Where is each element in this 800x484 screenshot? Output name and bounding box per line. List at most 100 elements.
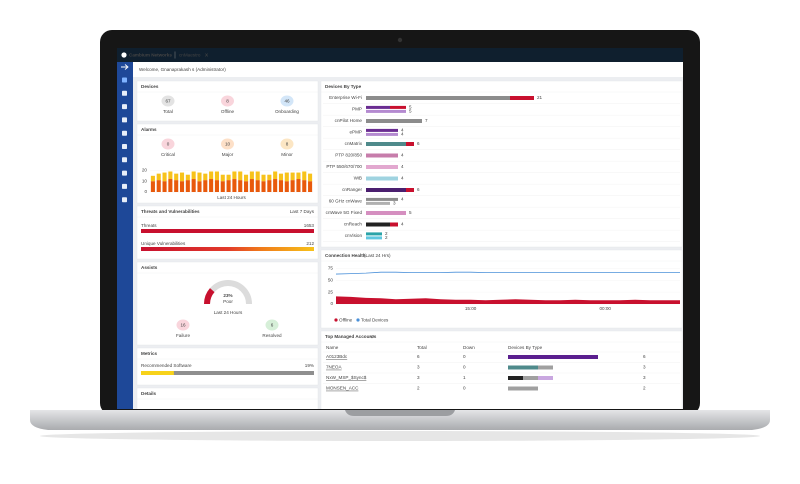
type-total: 4 <box>401 164 404 169</box>
account-bar <box>508 355 598 359</box>
stat-value: 16 <box>180 323 186 328</box>
panel <box>320 330 683 409</box>
account-total: 3 <box>417 365 420 370</box>
type-name: Enterprise Wi-Fi <box>329 95 362 100</box>
nav-icon[interactable] <box>122 117 127 123</box>
type-name: cnRanger <box>342 187 362 192</box>
account-bar <box>508 386 538 391</box>
stat-badge <box>161 138 175 150</box>
y-tick-label: 0 <box>330 301 333 306</box>
type-name: cnVision <box>345 233 363 238</box>
alarm-bar <box>290 180 295 192</box>
alarm-bar <box>267 180 272 192</box>
type-bar <box>366 201 390 205</box>
alarm-bar <box>273 179 278 192</box>
stat-label: Resolved <box>262 333 282 338</box>
nav-icon[interactable] <box>122 197 127 203</box>
nav-icon[interactable] <box>122 104 127 110</box>
type-bar <box>366 232 382 236</box>
nav-icon[interactable] <box>122 77 127 83</box>
stat-badge <box>221 138 234 150</box>
type-bar <box>510 96 534 100</box>
panel <box>320 249 683 329</box>
threat-value: 1653 <box>304 223 315 228</box>
account-total: 3 <box>417 375 420 380</box>
stat-label: Total <box>163 109 173 114</box>
alarm-bar <box>273 171 278 180</box>
type-bar <box>366 96 510 100</box>
panel-title: Metrics <box>141 351 158 356</box>
alarm-bar <box>267 174 272 181</box>
alarm-bar <box>156 180 161 192</box>
dashboard: Cambium Networks cnMaestro X Welcome, Gnana… <box>117 48 683 409</box>
alarm-bar <box>308 181 313 192</box>
account-name[interactable]: A0123Bdc <box>326 354 348 359</box>
type-total: 6 <box>417 187 420 192</box>
alarm-bar <box>296 172 301 180</box>
type-bar <box>366 142 406 146</box>
panel-title: Alarms <box>141 127 157 132</box>
type-bar <box>366 119 422 123</box>
legend-swatch <box>356 318 360 322</box>
account-name[interactable]: NxW_MSP_$Sync$ <box>326 375 367 380</box>
type-name: PTP 820/850 <box>335 153 362 158</box>
laptop-base <box>30 410 770 430</box>
threat-value: 212 <box>306 241 314 246</box>
area <box>336 296 680 304</box>
stat-badge <box>161 95 175 107</box>
sidebar <box>117 62 133 409</box>
account-name[interactable]: 7NEOA <box>326 365 343 370</box>
alarm-bar <box>214 171 219 181</box>
welcome-bar <box>133 62 683 77</box>
nav-icon[interactable] <box>122 90 127 96</box>
y-tick-label: 20 <box>142 168 148 173</box>
account-total: 2 <box>417 386 420 391</box>
type-name: cnWave 5G Fixed <box>326 210 363 215</box>
alarm-bar <box>261 174 266 182</box>
type-bar <box>366 109 406 113</box>
gauge-value <box>204 288 215 305</box>
type-bar <box>366 176 398 181</box>
alarm-bar <box>284 181 289 192</box>
nav-icon[interactable] <box>122 130 127 136</box>
alarm-bar <box>150 175 155 182</box>
metric-bar <box>141 371 174 375</box>
type-bar <box>366 153 398 158</box>
account-name[interactable]: MONSEN_ACC <box>326 386 359 391</box>
legend-swatch <box>334 318 338 322</box>
nav-icon[interactable] <box>122 183 127 189</box>
nav-icon[interactable] <box>122 170 127 176</box>
alarm-bar <box>162 172 167 182</box>
nav-icon[interactable] <box>122 157 127 163</box>
stat-value: 6 <box>271 323 274 328</box>
alarm-bar <box>209 179 214 192</box>
nav-icon[interactable] <box>122 144 127 149</box>
type-name: 60 GHz cnWave <box>329 199 363 204</box>
type-total: 4 <box>401 153 404 158</box>
alarm-bar <box>302 171 307 181</box>
stat-label: Offline <box>221 109 235 114</box>
top-bar <box>117 48 683 62</box>
stat-badge <box>265 319 279 331</box>
stat-label: Major <box>222 152 234 157</box>
panel-title: Devices By Type <box>325 84 362 89</box>
x-tick-label: 00:00 <box>599 306 611 311</box>
type-bar <box>366 165 398 169</box>
alarm-bar <box>290 172 295 181</box>
stat-value: 8 <box>226 99 229 104</box>
alarm-bar <box>179 172 185 182</box>
type-total: 21 <box>537 95 543 100</box>
type-total: 4 <box>401 222 404 227</box>
brand-name: Cambium Networks <box>129 53 172 58</box>
type-total: 2 <box>385 235 388 240</box>
alarm-bar <box>284 172 289 182</box>
account-count: 3 <box>643 365 646 370</box>
alarm-bar <box>203 173 208 181</box>
alarm-bar <box>226 180 231 192</box>
alarm-bar <box>179 181 185 192</box>
column-header: Down <box>463 345 475 350</box>
x-tick-label: 15:00 <box>465 306 477 311</box>
dropdown-caret[interactable] <box>369 335 375 339</box>
type-bar <box>406 188 414 192</box>
type-total: 2 <box>385 231 388 236</box>
